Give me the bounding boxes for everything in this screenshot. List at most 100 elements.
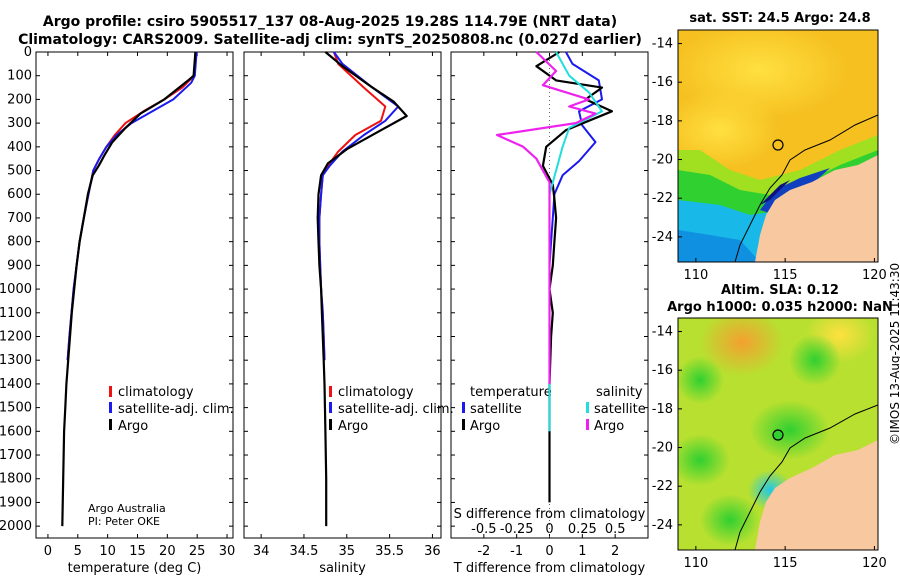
y-tick-label: 1500 [0, 401, 32, 416]
x-tick-label: 15 [129, 544, 146, 559]
y-tick-label: 1400 [0, 377, 32, 392]
y-tick-label: 2000 [0, 519, 32, 534]
x-tick-label: 110 [683, 556, 708, 571]
y-tick-label: 800 [7, 235, 32, 250]
series-argo [61, 51, 197, 527]
y-tick-label: -16 [652, 363, 673, 378]
y-tick-label: -24 [652, 518, 673, 533]
temperature-legend: climatology satellite-adj. clim. Argo [109, 385, 234, 434]
differences-xlabel: T difference from climatology [453, 561, 646, 576]
legend-swatch-climatology [109, 386, 112, 397]
x-tick-label: 110 [683, 268, 708, 283]
y-tick-label: 1000 [0, 282, 32, 297]
y-tick-label: 1100 [0, 306, 32, 321]
x-tick-label: 0 [545, 544, 553, 559]
legend-argo: Argo [338, 419, 368, 434]
y-tick-label: 0 [24, 45, 32, 60]
y-tick-label: 900 [7, 258, 32, 273]
sst-map-title: sat. SST: 24.5 Argo: 24.8 [689, 11, 871, 26]
legend-swatch-climatology [329, 386, 332, 397]
y-tick-label: -18 [652, 114, 673, 129]
x-tick-label: 5 [74, 544, 82, 559]
series-salinity-argo [495, 51, 597, 384]
legend-climatology: climatology [118, 385, 194, 400]
y-tick-label: -18 [652, 402, 673, 417]
y-tick-label: 300 [7, 116, 32, 131]
y-tick-label: 1900 [0, 495, 32, 510]
legend-swatch-s-argo [586, 419, 589, 430]
series-climatology [318, 51, 387, 361]
sla-map-land [734, 404, 878, 550]
sla-map-title-line1: Altim. SLA: 0.12 [721, 283, 839, 298]
y-tick-label: 1700 [0, 448, 32, 463]
legend-swatch-t-satellite [462, 402, 465, 413]
y-tick-label: 100 [7, 69, 32, 84]
y-tick-label: -22 [652, 191, 673, 206]
sst-map-argo-marker [772, 139, 784, 151]
attribution-org: Argo Australia [88, 502, 166, 515]
series-satellite-adj-clim- [318, 51, 400, 361]
legend-swatch-satellite [109, 402, 112, 413]
x-tick-label: -2 [477, 544, 490, 559]
x-tick-label: 10 [99, 544, 116, 559]
sst_map-axes: 110 115 120 -14 -16 -18 -20 -22 -24 [652, 37, 887, 283]
sla-map-frame [677, 317, 879, 551]
y-tick-label: -24 [652, 230, 673, 245]
s-tick-label: -0.25 [500, 522, 534, 537]
sst-map-land [734, 114, 878, 262]
y-tick-label: 1800 [0, 472, 32, 487]
x-tick-label: 35 [339, 544, 356, 559]
sst-map-frame [677, 29, 879, 263]
y-tick-label: -20 [652, 153, 673, 168]
y-tick-label: 400 [7, 140, 32, 155]
y-tick-label: -16 [652, 75, 673, 90]
temperature-xlabel: temperature (deg C) [68, 561, 202, 576]
legend-swatch-satellite [329, 402, 332, 413]
temperature-panel: 0100200300400500600700800900100011001200… [0, 45, 235, 576]
salinity-legend: climatology satellite-adj. clim. Argo [329, 385, 454, 434]
y-tick-label: 1200 [0, 329, 32, 344]
salinity-xlabel: salinity [319, 561, 366, 576]
legend-s-satellite: satellite [594, 402, 646, 417]
s-tick-label: 0 [545, 522, 553, 537]
sla-map-argo-marker [772, 429, 784, 441]
figure-title-line2: Climatology: CARS2009. Satellite-adj cli… [18, 32, 642, 48]
x-tick-label: 34.5 [289, 544, 318, 559]
figure-title-line1: Argo profile: csiro 5905517_137 08-Aug-2… [42, 14, 618, 30]
y-tick-label: 500 [7, 164, 32, 179]
x-tick-label: 30 [219, 544, 236, 559]
y-tick-label: -20 [652, 441, 673, 456]
legend-satellite: satellite-adj. clim. [118, 402, 234, 417]
y-tick-label: 1300 [0, 353, 32, 368]
legend-swatch-argo [329, 419, 332, 430]
attribution-pi: PI: Peter OKE [88, 515, 160, 528]
legend-satellite: satellite-adj. clim. [338, 402, 454, 417]
sla-map-title-line2: Argo h1000: 0.035 h2000: NaN [667, 300, 893, 315]
y-tick-label: -14 [652, 325, 673, 340]
salinity-panel: 34 34.5 35 35.5 36 salinity [243, 51, 442, 576]
temperature-axes-frame [35, 51, 234, 539]
y-tick-label: 200 [7, 92, 32, 107]
legend-title-salinity: salinity [596, 385, 643, 400]
x-tick-label: 115 [773, 556, 798, 571]
x-tick-label: 0 [44, 544, 52, 559]
legend-climatology: climatology [338, 385, 414, 400]
s-tick-label: 0.25 [568, 522, 597, 537]
differences-panel: -2 -1 0 1 2 T difference from climatology S di… [450, 51, 649, 576]
s-tick-label: -0.5 [471, 522, 496, 537]
x-tick-label: 36 [424, 544, 441, 559]
x-tick-label: -1 [510, 544, 523, 559]
x-tick-label: 120 [862, 556, 887, 571]
x-tick-label: 25 [189, 544, 206, 559]
x-tick-label: 20 [159, 544, 176, 559]
difference-legend: temperature salinity satellite Argo sate… [462, 385, 646, 434]
y-tick-label: 700 [7, 211, 32, 226]
legend-swatch-s-satellite [586, 402, 589, 413]
x-tick-label: 35.5 [375, 544, 404, 559]
x-tick-label: 120 [862, 268, 887, 283]
legend-s-argo: Argo [594, 419, 624, 434]
s-tick-label: 0.5 [605, 522, 626, 537]
x-tick-label: 115 [773, 268, 798, 283]
x-tick-label: 34 [253, 544, 270, 559]
